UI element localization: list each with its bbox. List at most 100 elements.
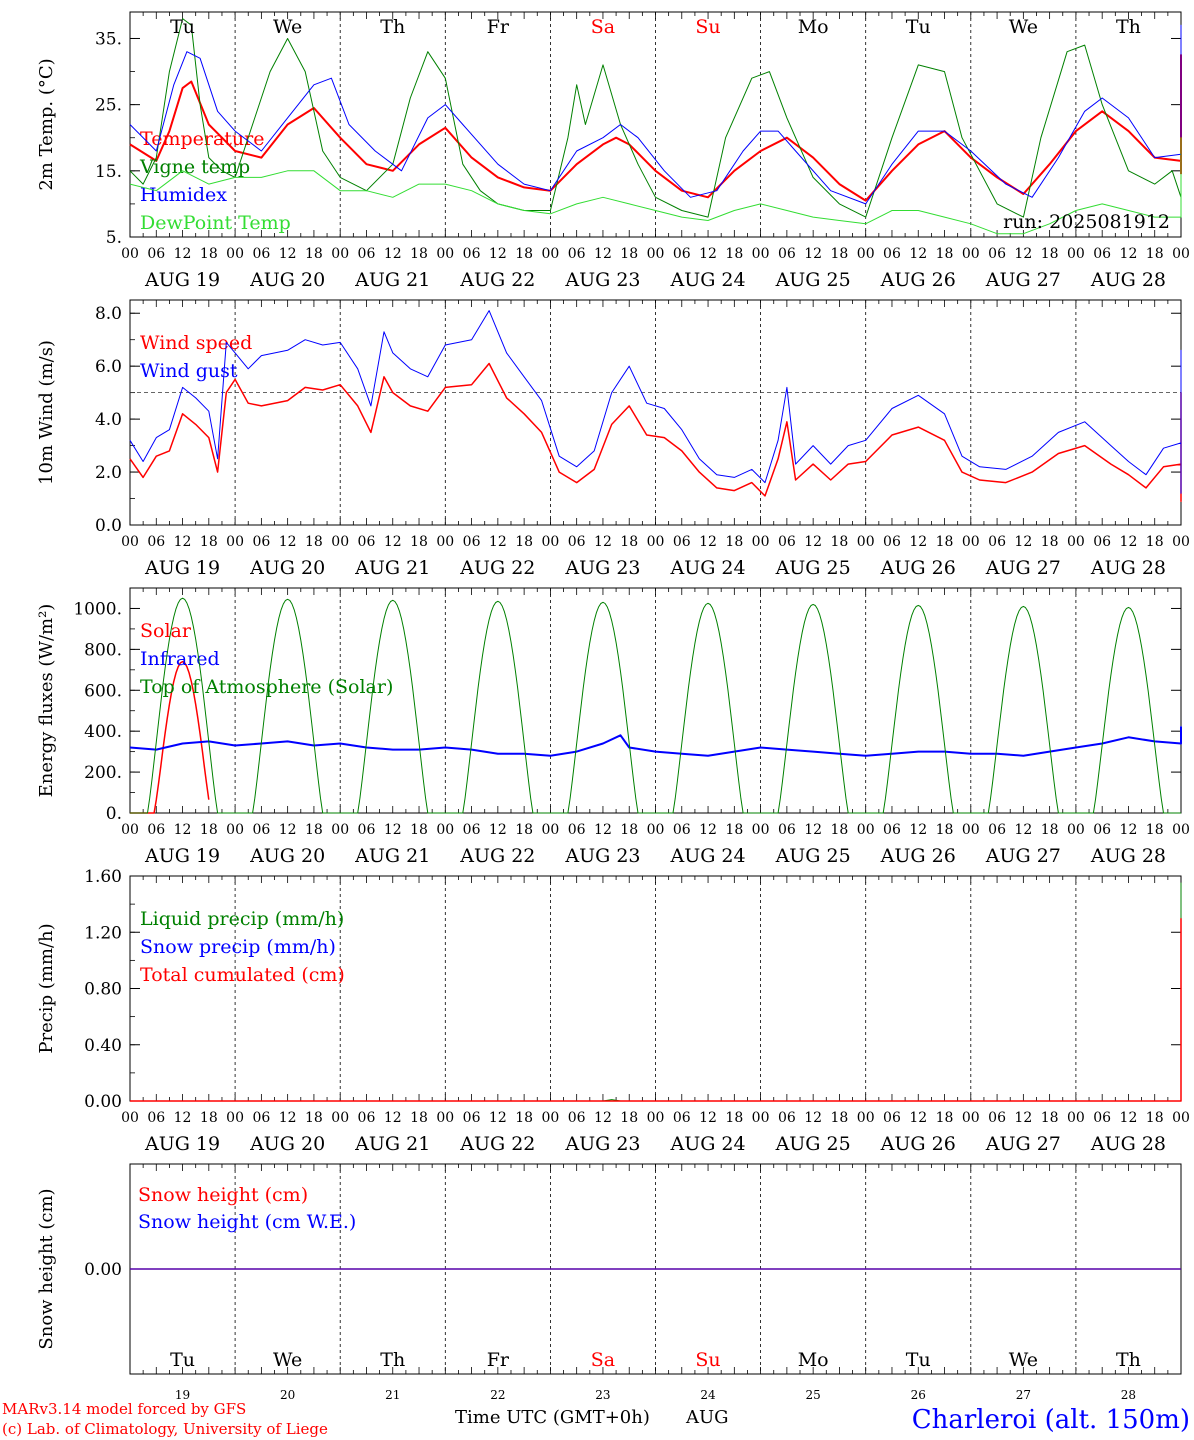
flux-x-hour-label: 06 bbox=[673, 822, 691, 838]
temp-legend-entry: Temperature bbox=[140, 128, 264, 150]
temp-x-hour-label: 06 bbox=[1093, 246, 1111, 262]
flux-x-hour-label: 06 bbox=[988, 822, 1006, 838]
precip-y-tick-label: 0.40 bbox=[84, 1036, 122, 1056]
run-label: run: 2025081912 bbox=[1003, 211, 1170, 233]
precip-legend-entry: Total cumulated (cm) bbox=[140, 964, 345, 986]
temp-x-hour-label: 12 bbox=[489, 246, 507, 262]
precip-series-line bbox=[130, 918, 1182, 1102]
precip-x-hour-label: 00 bbox=[1172, 1110, 1190, 1126]
temp-x-date-label: AUG 19 bbox=[144, 269, 220, 291]
snow-y-axis-label: Snow height (cm) bbox=[36, 1188, 57, 1349]
wind-x-date-label: AUG 25 bbox=[775, 557, 851, 579]
station-label: Charleroi (alt. 150m) bbox=[912, 1405, 1190, 1435]
wind-x-hour-label: 00 bbox=[962, 534, 980, 550]
temp-x-date-label: AUG 21 bbox=[354, 269, 430, 291]
precip-y-tick-label: 0.80 bbox=[84, 980, 122, 1000]
wind-x-hour-label: 12 bbox=[174, 534, 192, 550]
temp-x-hour-label: 12 bbox=[174, 246, 192, 262]
precip-x-hour-label: 12 bbox=[804, 1110, 822, 1126]
wind-x-hour-label: 06 bbox=[778, 534, 796, 550]
temp-series-line bbox=[129, 24, 1182, 205]
wind-x-hour-label: 12 bbox=[594, 534, 612, 550]
flux-series-line bbox=[129, 726, 1182, 757]
bottom-day-number: 24 bbox=[700, 1388, 716, 1402]
wind-y-tick-label: 6.0 bbox=[95, 357, 122, 377]
flux-x-hour-label: 06 bbox=[778, 822, 796, 838]
wind-y-tick-label: 2.0 bbox=[95, 463, 122, 483]
temp-x-hour-label: 12 bbox=[594, 246, 612, 262]
wind-x-hour-label: 00 bbox=[541, 534, 559, 550]
temp-x-hour-label: 06 bbox=[778, 246, 796, 262]
precip-x-hour-label: 00 bbox=[121, 1110, 139, 1126]
flux-y-tick-label: 0. bbox=[106, 804, 122, 824]
flux-series-line bbox=[130, 660, 210, 814]
wind-y-tick-label: 0.0 bbox=[95, 516, 122, 536]
temp-x-hour-label: 12 bbox=[804, 246, 822, 262]
temp-legend-entry: DewPoint Temp bbox=[140, 212, 291, 234]
precip-x-hour-label: 00 bbox=[541, 1110, 559, 1126]
bottom-day-number: 25 bbox=[806, 1388, 821, 1402]
flux-x-hour-label: 06 bbox=[1093, 822, 1111, 838]
temp-x-hour-label: 06 bbox=[568, 246, 586, 262]
flux-y-tick-label: 200. bbox=[84, 763, 122, 783]
temp-y-axis-label: 2m Temp. (°C) bbox=[36, 58, 57, 190]
temp-x-hour-label: 18 bbox=[1146, 246, 1164, 262]
wind-x-date-label: AUG 24 bbox=[669, 557, 745, 579]
flux-x-hour-label: 12 bbox=[279, 822, 297, 838]
flux-x-hour-label: 00 bbox=[647, 822, 665, 838]
flux-x-hour-label: 18 bbox=[515, 822, 533, 838]
flux-y-tick-label: 400. bbox=[84, 722, 122, 742]
flux-x-hour-label: 00 bbox=[1067, 822, 1085, 838]
bottom-day-number: 23 bbox=[595, 1388, 610, 1402]
temp-y-tick-label: 25. bbox=[95, 96, 122, 116]
temp-x-hour-label: 06 bbox=[988, 246, 1006, 262]
flux-x-hour-label: 00 bbox=[331, 822, 349, 838]
wind-legend-entry: Wind gust bbox=[140, 360, 238, 382]
flux-x-date-label: AUG 26 bbox=[880, 845, 956, 867]
temp-y-tick-label: 35. bbox=[95, 29, 122, 49]
snow-weekday-label: Tu bbox=[906, 1349, 931, 1371]
wind-x-hour-label: 06 bbox=[147, 534, 165, 550]
wind-x-hour-label: 00 bbox=[647, 534, 665, 550]
precip-x-hour-label: 18 bbox=[1041, 1110, 1059, 1126]
precip-x-hour-label: 00 bbox=[857, 1110, 875, 1126]
temp-series-line bbox=[129, 137, 1182, 235]
temp-legend-entry: Vigne temp bbox=[139, 156, 250, 178]
wind-x-date-label: AUG 28 bbox=[1090, 557, 1166, 579]
temp-x-date-label: AUG 22 bbox=[459, 269, 535, 291]
precip-x-hour-label: 18 bbox=[410, 1110, 428, 1126]
precip-x-hour-label: 18 bbox=[831, 1110, 849, 1126]
flux-x-hour-label: 00 bbox=[226, 822, 244, 838]
precip-y-tick-label: 1.20 bbox=[84, 923, 122, 943]
flux-x-hour-label: 18 bbox=[725, 822, 743, 838]
precip-x-date-label: AUG 28 bbox=[1090, 1133, 1166, 1155]
wind-x-hour-label: 18 bbox=[1146, 534, 1164, 550]
temp-x-hour-label: 18 bbox=[1041, 246, 1059, 262]
precip-x-hour-label: 00 bbox=[331, 1110, 349, 1126]
wind-x-hour-label: 00 bbox=[1067, 534, 1085, 550]
wind-x-hour-label: 12 bbox=[489, 534, 507, 550]
flux-legend-entry: Top of Atmosphere (Solar) bbox=[140, 676, 393, 698]
temp-x-hour-label: 18 bbox=[200, 246, 218, 262]
flux-x-hour-label: 18 bbox=[305, 822, 323, 838]
wind-x-hour-label: 18 bbox=[725, 534, 743, 550]
temp-x-hour-label: 00 bbox=[1067, 246, 1085, 262]
snow-weekday-label: We bbox=[1009, 1349, 1038, 1371]
precip-x-date-label: AUG 19 bbox=[144, 1133, 220, 1155]
snow-y-tick-label: 0.00 bbox=[84, 1260, 122, 1280]
temp-x-hour-label: 00 bbox=[541, 246, 559, 262]
flux-x-hour-label: 12 bbox=[489, 822, 507, 838]
temp-x-hour-label: 18 bbox=[305, 246, 323, 262]
temp-x-hour-label: 00 bbox=[962, 246, 980, 262]
flux-legend-entry: Infrared bbox=[140, 648, 220, 670]
flux-x-hour-label: 00 bbox=[541, 822, 559, 838]
flux-x-hour-label: 06 bbox=[252, 822, 270, 838]
precip-x-hour-label: 06 bbox=[988, 1110, 1006, 1126]
precip-x-date-label: AUG 23 bbox=[564, 1133, 640, 1155]
temp-x-hour-label: 06 bbox=[358, 246, 376, 262]
snow-weekday-label: Fr bbox=[487, 1349, 510, 1371]
precip-x-hour-label: 12 bbox=[1014, 1110, 1032, 1126]
precip-x-hour-label: 06 bbox=[778, 1110, 796, 1126]
temp-x-hour-label: 00 bbox=[436, 246, 454, 262]
flux-x-hour-label: 12 bbox=[699, 822, 717, 838]
